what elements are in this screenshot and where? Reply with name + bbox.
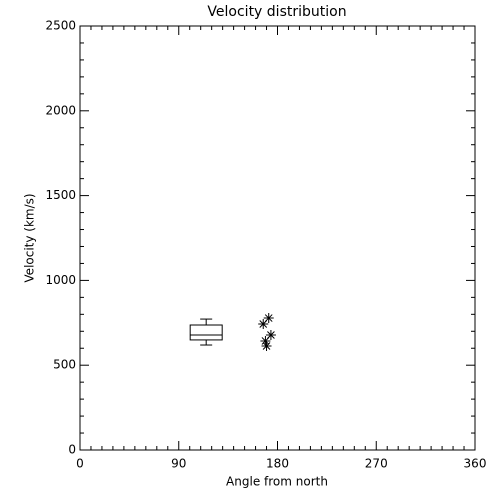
y-tick-label: 2000 [45,103,76,117]
x-tick-label: 0 [76,457,84,471]
outlier-point [260,335,271,346]
x-tick-label: 360 [464,457,487,471]
y-tick-label: 1000 [45,273,76,287]
chart-title: Velocity distribution [207,4,346,20]
outlier-point [263,313,274,324]
y-tick-label: 2500 [45,19,76,33]
outlier-point [258,318,269,329]
x-axis-label: Angle from north [226,475,328,489]
x-tick-label: 180 [266,457,289,471]
plot-frame [79,25,476,451]
outlier-point [261,341,272,352]
y-tick-label: 500 [53,358,76,372]
y-axis-label: Velocity (km/s) [23,193,37,282]
box [189,324,223,341]
y-tick-label: 1500 [45,188,76,202]
outlier-point [265,330,276,341]
x-tick-label: 90 [171,457,186,471]
y-tick-label: 0 [68,443,76,457]
x-tick-label: 270 [365,457,388,471]
